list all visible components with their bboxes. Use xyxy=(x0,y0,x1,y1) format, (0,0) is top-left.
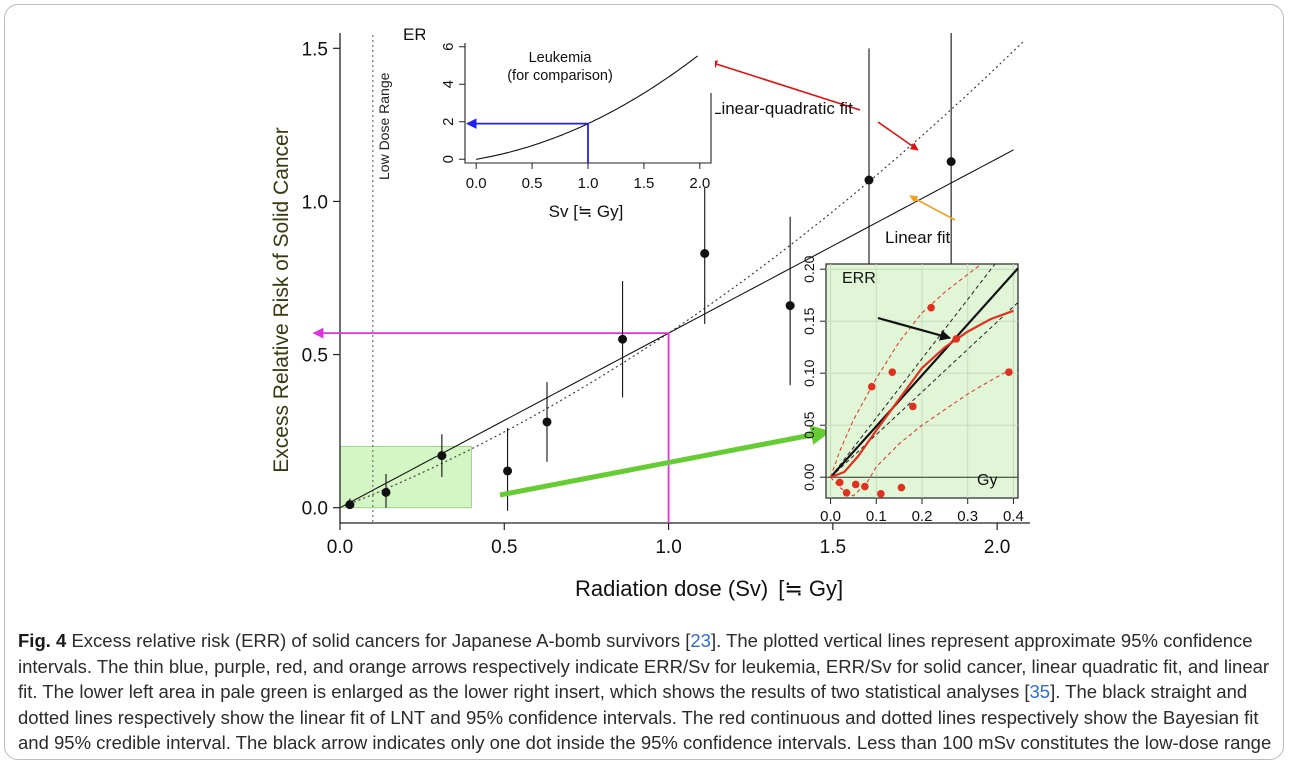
leukemia-blue-marker xyxy=(465,118,589,163)
main-x-tick-label: 1.0 xyxy=(655,537,681,558)
low-dose-y-tick-label: 0.05 xyxy=(801,411,817,438)
low-dose-x-tick-label: 0.1 xyxy=(866,508,887,525)
low-dose-x-ticks: 0.0 0.1 0.2 0.3 0.4 xyxy=(820,498,1024,525)
caption-text-2: ]. The plotted vertical lines represent … xyxy=(18,630,1270,702)
low-dose-data-point xyxy=(835,478,844,487)
low-dose-data-point xyxy=(842,489,851,497)
leukemia-inset: 0.0 0.5 1.0 1.5 2.0 0 2 4 6 Leukemia (for compa… xyxy=(425,28,715,221)
main-x-tick-label: 0.5 xyxy=(491,537,517,558)
low-dose-y-tick-label: 0.15 xyxy=(801,307,817,334)
low-dose-data-point xyxy=(851,480,860,489)
low-dose-data-point xyxy=(867,382,876,391)
main-data-point xyxy=(542,417,552,427)
main-data-point xyxy=(345,500,355,510)
linear-quadratic-label: Linear-quadratic fit xyxy=(712,99,853,118)
leukemia-y-tick-label: 4 xyxy=(440,80,457,88)
low-dose-y-tick-label: 0.20 xyxy=(801,255,817,282)
main-y-tick-label: 1.0 xyxy=(302,192,328,213)
main-x-axis-label: Radiation dose (Sv) [≒ Gy] xyxy=(575,576,843,601)
main-x-tick-label: 0.0 xyxy=(327,537,353,558)
low-dose-x-tick-label: 0.2 xyxy=(912,508,933,525)
low-dose-err-label: ERR xyxy=(842,270,876,287)
low-dose-grid xyxy=(826,264,1018,498)
caption-ref-35[interactable]: 35 xyxy=(1029,681,1051,702)
main-data-point xyxy=(864,175,874,185)
leukemia-y-ticks: 0 2 4 6 xyxy=(440,43,465,163)
main-data-point xyxy=(381,487,391,497)
figure: Low Dose Range 0.0 0.5 1.0 1.5 2.0 0.0 0.5 1.0… xyxy=(270,25,1030,601)
caption-text-3: ]. The black straight and dotted lines r… xyxy=(18,681,1272,753)
main-y-tick-label: 0.5 xyxy=(302,346,328,367)
main-linear-fit-line xyxy=(339,149,1014,509)
caption-text-1: Excess relative risk (ERR) of solid canc… xyxy=(66,630,691,651)
caption-label: Fig. 4 xyxy=(18,630,67,651)
low-dose-y-tick-label: 0.10 xyxy=(801,359,817,386)
low-dose-data-point xyxy=(927,303,935,312)
low-dose-x-tick-label: 0.0 xyxy=(820,508,841,525)
black-highlight-arrow xyxy=(877,316,952,341)
leukemia-x-ticks: 0.0 0.5 1.0 1.5 2.0 xyxy=(466,163,710,192)
zoom-green-arrow xyxy=(499,425,831,498)
leukemia-x-axis-label: Sv [≒ Gy] xyxy=(549,202,624,221)
main-data-point xyxy=(503,466,513,476)
main-plot: Low Dose Range 0.0 0.5 1.0 1.5 2.0 0.0 0.5 1.0… xyxy=(270,25,1030,601)
lnt-ci-upper-line xyxy=(830,263,996,478)
low-dose-y-tick-label: 0.00 xyxy=(801,463,817,490)
lnt-fit-line xyxy=(829,267,1019,478)
leukemia-x-tick-label: 0.5 xyxy=(522,175,543,192)
leukemia-x-tick-label: 2.0 xyxy=(689,175,710,192)
lnt-ci-lower-line xyxy=(830,302,1019,478)
main-data-point xyxy=(700,249,710,258)
leukemia-x-tick-label: 0.0 xyxy=(466,175,487,192)
figure-frame xyxy=(4,4,1284,760)
bayes-fit-line xyxy=(830,309,1014,479)
low-dose-data-point xyxy=(952,335,961,343)
low-dose-data-point xyxy=(861,482,869,491)
low-dose-x-tick-label: 0.3 xyxy=(957,508,978,525)
leukemia-y-tick-label: 2 xyxy=(440,118,457,126)
leukemia-y-tick-label: 0 xyxy=(440,155,457,163)
leukemia-x-tick-label: 1.0 xyxy=(578,175,599,192)
main-data-point xyxy=(785,301,795,311)
main-x-tick-label: 2.0 xyxy=(984,537,1010,558)
main-y-tick-label: 1.5 xyxy=(302,39,328,60)
main-green-area xyxy=(339,445,472,509)
low-dose-x-tick-label: 0.4 xyxy=(1003,508,1024,525)
main-y-axis-label: Excess Relative Risk of Solid Cancer xyxy=(270,127,293,472)
linear-fit-label: Linear fit xyxy=(885,228,950,247)
low-dose-data-point xyxy=(909,402,917,411)
solid-cancer-purple-marker xyxy=(312,327,670,523)
main-x-tick-label: 1.5 xyxy=(820,537,846,558)
main-y-ticks: 0.0 0.5 1.0 1.5 xyxy=(302,39,340,520)
low-dose-y-ticks: 0.00 0.05 0.10 0.15 0.20 xyxy=(801,255,826,491)
figure-caption: Fig. 4 Excess relative risk (ERR) of sol… xyxy=(18,628,1273,756)
low-dose-inset: 0.0 0.1 0.2 0.3 0.4 0.00 0.05 0.10 0.15 0.20 ERR… xyxy=(801,255,1024,525)
linear-quadratic-red-arrow-2 xyxy=(877,121,919,151)
low-dose-data-point xyxy=(1005,368,1013,376)
leukemia-y-tick-label: 6 xyxy=(440,43,457,51)
linear-quadratic-red-arrow xyxy=(709,60,861,111)
low-dose-data-point xyxy=(897,483,906,492)
low-dose-data-points xyxy=(835,303,1013,498)
caption-ref-23[interactable]: 23 xyxy=(690,630,711,651)
leukemia-title: Leukemia xyxy=(529,50,593,66)
main-x-ticks: 0.0 0.5 1.0 1.5 2.0 xyxy=(327,523,1010,558)
main-data-points xyxy=(345,33,956,511)
leukemia-x-tick-label: 1.5 xyxy=(633,175,654,192)
main-data-point xyxy=(618,334,628,344)
low-dose-label: Low Dose Range xyxy=(376,72,392,180)
low-dose-data-point xyxy=(877,490,885,498)
main-data-point xyxy=(437,451,447,461)
low-dose-gy-label: Gy xyxy=(977,472,997,489)
main-y-tick-label: 0.0 xyxy=(302,499,328,520)
leukemia-subtitle: (for comparison) xyxy=(507,68,613,84)
bayes-ci-upper-line xyxy=(830,263,982,478)
low-dose-data-point xyxy=(888,368,897,376)
main-data-point xyxy=(946,157,956,167)
linear-fit-orange-arrow xyxy=(909,195,956,221)
